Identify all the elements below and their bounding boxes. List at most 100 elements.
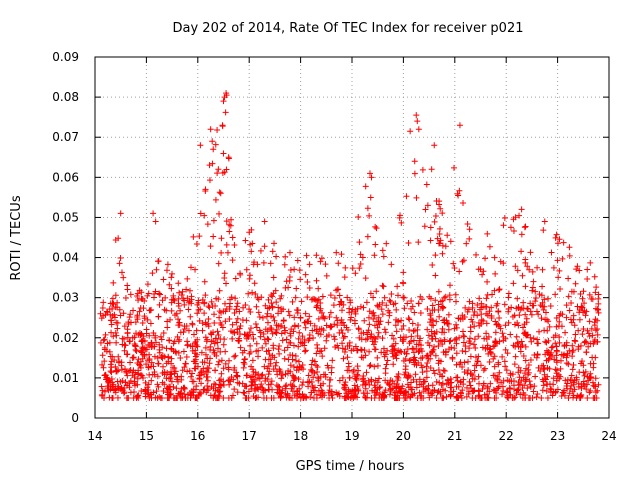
roti-point	[290, 328, 297, 335]
roti-point	[492, 270, 499, 277]
roti-point	[287, 330, 294, 337]
roti-point	[245, 290, 252, 297]
roti-point	[408, 379, 415, 386]
roti-point	[530, 388, 537, 395]
roti-point	[114, 319, 121, 326]
roti-point	[528, 338, 535, 345]
roti-point	[333, 314, 340, 321]
roti-point	[492, 318, 499, 325]
roti-point	[254, 385, 261, 392]
roti-point	[548, 344, 555, 351]
roti-point	[258, 294, 265, 301]
roti-point	[300, 394, 307, 401]
roti-point	[392, 322, 399, 329]
roti-point	[394, 283, 401, 290]
roti-point	[584, 276, 591, 283]
roti-point	[579, 295, 586, 302]
roti-point	[499, 330, 506, 337]
roti-point	[562, 377, 569, 384]
roti-point	[216, 314, 223, 321]
roti-point	[101, 388, 108, 395]
roti-point	[505, 305, 512, 312]
roti-point	[332, 343, 339, 350]
roti-point	[435, 338, 442, 345]
roti-point	[265, 363, 272, 370]
roti-point	[453, 335, 460, 342]
roti-point	[483, 330, 490, 337]
roti-point	[334, 317, 341, 324]
roti-point	[217, 348, 224, 355]
roti-point	[297, 276, 304, 283]
roti-point	[367, 194, 374, 201]
roti-point	[592, 289, 599, 296]
roti-point	[126, 314, 133, 321]
roti-point	[562, 329, 569, 336]
roti-point	[241, 347, 248, 354]
roti-point	[181, 364, 188, 371]
roti-point	[231, 329, 238, 336]
roti-point	[499, 391, 506, 398]
roti-point	[578, 381, 585, 388]
roti-point	[534, 264, 541, 271]
roti-point	[569, 342, 576, 349]
roti-point	[535, 364, 542, 371]
roti-point	[102, 372, 109, 379]
roti-point	[430, 367, 437, 374]
roti-point	[193, 383, 200, 390]
roti-point	[440, 317, 447, 324]
roti-point	[182, 394, 189, 401]
roti-point	[478, 316, 485, 323]
roti-point	[522, 311, 529, 318]
roti-point	[366, 348, 373, 355]
roti-point	[152, 334, 159, 341]
roti-point	[308, 389, 315, 396]
roti-point	[261, 218, 268, 225]
roti-point	[402, 366, 409, 373]
roti-point	[285, 308, 292, 315]
roti-point	[401, 305, 408, 312]
roti-point	[295, 323, 302, 330]
roti-point	[484, 342, 491, 349]
roti-point	[462, 304, 469, 311]
roti-point	[139, 345, 146, 352]
roti-point	[356, 265, 363, 272]
x-tick-label: 19	[344, 429, 359, 443]
roti-point	[159, 344, 166, 351]
roti-point	[206, 304, 213, 311]
roti-point	[439, 325, 446, 332]
roti-point	[495, 361, 502, 368]
roti-point	[138, 388, 145, 395]
roti-point	[314, 363, 321, 370]
roti-point	[370, 309, 377, 316]
roti-point	[130, 354, 137, 361]
roti-point	[428, 328, 435, 335]
roti-point	[342, 346, 349, 353]
roti-point	[312, 297, 319, 304]
roti-point	[464, 370, 471, 377]
roti-point	[164, 318, 171, 325]
roti-point	[264, 319, 271, 326]
roti-point	[571, 322, 578, 329]
roti-point	[178, 291, 185, 298]
y-tick-label: 0.02	[52, 331, 79, 345]
roti-point	[363, 369, 370, 376]
roti-point	[265, 336, 272, 343]
roti-point	[308, 366, 315, 373]
roti-point	[516, 312, 523, 319]
roti-point	[522, 376, 529, 383]
roti-point	[342, 264, 349, 271]
roti-point	[427, 350, 434, 357]
roti-point	[269, 293, 276, 300]
roti-point	[184, 275, 191, 282]
roti-point	[535, 311, 542, 318]
roti-point	[262, 375, 269, 382]
roti-point	[439, 250, 446, 257]
roti-point	[423, 181, 430, 188]
roti-point	[266, 368, 273, 375]
roti-point	[207, 392, 214, 399]
roti-point	[448, 388, 455, 395]
roti-point	[145, 290, 152, 297]
roti-point	[329, 390, 336, 397]
roti-point	[368, 376, 375, 383]
roti-point	[584, 327, 591, 334]
